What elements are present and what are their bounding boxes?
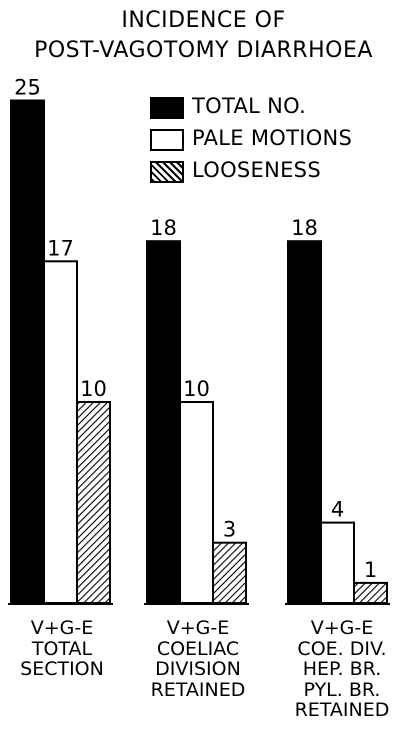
category-label-line: PYL. BR. [303, 678, 381, 701]
category-label-line: HEP. BR. [302, 658, 382, 680]
legend-swatch-pale-motions [150, 129, 184, 151]
category-label-line: V+G-E [310, 617, 374, 639]
bar-total-coeliac-division [146, 240, 181, 604]
bar-total-coe-div-hep-pyl [287, 240, 322, 604]
data-label-total-coe-div-hep-pyl: 18 [291, 216, 318, 240]
bars-group: 25 17 10 18 10 3 18 4 1 [8, 76, 390, 605]
bar-pale-motions-coe-div-hep-pyl [320, 521, 355, 604]
data-label-total-coeliac-division: 18 [150, 216, 177, 240]
legend-swatch-total [150, 97, 184, 119]
bar-pale-motions-coeliac-division [179, 401, 214, 604]
category-label-line: RETAINED [294, 699, 390, 721]
category-label-line: V+G-E [166, 617, 230, 639]
data-label-looseness-total-section: 10 [80, 377, 107, 401]
category-label-line: COE. DIV. [297, 637, 387, 660]
legend-label-looseness: LOOSENESS [192, 158, 321, 182]
bar-looseness-coeliac-division [212, 541, 247, 605]
category-label-line: TOTAL [31, 637, 93, 660]
bar-looseness-coe-div-hep-pyl [353, 581, 388, 605]
bar-total-total-section [10, 99, 45, 604]
data-label-looseness-coe-div-hep-pyl: 1 [364, 558, 377, 582]
data-label-pale-motions-total-section: 17 [47, 236, 74, 260]
chart-title-line-2: POST-VAGOTOMY DIARRHOEA [34, 38, 373, 63]
legend-label-total: TOTAL NO. [192, 94, 307, 118]
bar-pale-motions-total-section [43, 260, 78, 604]
category-label-line: COELIAC [156, 637, 240, 660]
category-label-line: V+G-E [30, 617, 94, 639]
data-label-pale-motions-coeliac-division: 10 [183, 377, 210, 401]
data-label-looseness-coeliac-division: 3 [223, 518, 236, 542]
category-label-total-section: V+G-E TOTAL SECTION [2, 618, 122, 680]
category-label-coeliac-division: V+G-E COELIAC DIVISION RETAINED [138, 618, 258, 700]
category-label-line: RETAINED [150, 678, 246, 701]
category-label-line: SECTION [20, 658, 104, 680]
legend-label-pale-motions: PALE MOTIONS [192, 126, 353, 150]
chart-title-line-1: INCIDENCE OF [121, 8, 286, 33]
data-label-pale-motions-coe-div-hep-pyl: 4 [331, 498, 344, 522]
legend-swatch-looseness [150, 161, 184, 183]
data-label-total-total-section: 25 [14, 76, 41, 100]
category-label-coe-div-hep-pyl: V+G-E COE. DIV. HEP. BR. PYL. BR. RETAIN… [282, 618, 402, 721]
bar-looseness-total-section [76, 401, 111, 604]
category-label-line: DIVISION [155, 658, 241, 680]
